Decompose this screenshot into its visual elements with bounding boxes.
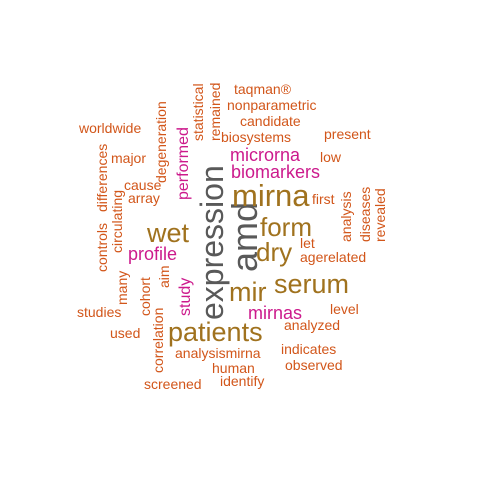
word-biomarkers: biomarkers bbox=[231, 162, 320, 182]
word-screened: screened bbox=[144, 376, 202, 392]
word-differences: differences bbox=[94, 144, 110, 212]
word-used: used bbox=[110, 325, 140, 341]
word-aim: aim bbox=[156, 265, 172, 288]
word-controls: controls bbox=[94, 223, 110, 272]
word-profile: profile bbox=[128, 244, 177, 264]
word-observed: observed bbox=[285, 357, 343, 373]
word-mirna: mirna bbox=[232, 178, 310, 213]
word-many: many bbox=[114, 271, 130, 305]
word-nonparametric: nonparametric bbox=[227, 97, 317, 113]
word-amd: amd bbox=[224, 202, 265, 272]
word-cause: cause bbox=[124, 177, 162, 193]
word-patients: patients bbox=[168, 317, 263, 347]
word-analysis: analysis bbox=[338, 191, 354, 242]
word-studies: studies bbox=[77, 304, 121, 320]
word-circulating: circulating bbox=[109, 190, 125, 253]
word-performed: performed bbox=[175, 127, 192, 200]
word-indicates: indicates bbox=[281, 341, 336, 357]
word-dry: dry bbox=[256, 237, 292, 267]
word-form: form bbox=[260, 212, 312, 242]
word-cohort: cohort bbox=[137, 277, 153, 316]
word-mir: mir bbox=[229, 277, 266, 307]
word-worldwide: worldwide bbox=[78, 120, 141, 136]
word-remained: remained bbox=[207, 83, 223, 141]
word-identify: identify bbox=[220, 373, 264, 389]
word-microrna: microrna bbox=[230, 145, 301, 165]
word-serum: serum bbox=[274, 269, 349, 299]
word-statistical: statistical bbox=[190, 83, 206, 141]
word-revealed: revealed bbox=[372, 188, 388, 242]
word-degeneration: degeneration bbox=[153, 101, 169, 183]
word-low: low bbox=[320, 149, 342, 165]
word-analysismirna: analysismirna bbox=[175, 345, 261, 361]
word-mirnas: mirnas bbox=[248, 303, 302, 323]
word-agerelated: agerelated bbox=[300, 249, 366, 265]
word-study: study bbox=[177, 278, 194, 316]
word-biosystems: biosystems bbox=[221, 129, 291, 145]
word-first: first bbox=[312, 191, 335, 207]
word-analyzed: analyzed bbox=[284, 317, 340, 333]
word-taqman: taqman® bbox=[234, 81, 292, 97]
word-human: human bbox=[212, 360, 255, 376]
word-present: present bbox=[324, 126, 371, 142]
word-level: level bbox=[330, 301, 359, 317]
word-candidate: candidate bbox=[240, 113, 301, 129]
word-wet: wet bbox=[146, 218, 190, 248]
word-array: array bbox=[128, 190, 160, 206]
word-major: major bbox=[111, 150, 146, 166]
word-diseases: diseases bbox=[357, 187, 373, 242]
word-expression: expression bbox=[194, 165, 230, 320]
word-correlation: correlation bbox=[150, 308, 166, 373]
word-let: let bbox=[300, 235, 315, 251]
